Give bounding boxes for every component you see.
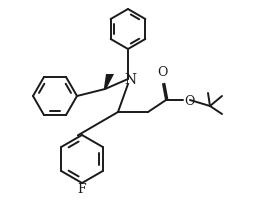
Text: N: N bbox=[123, 73, 136, 87]
Text: O: O bbox=[156, 66, 167, 79]
Polygon shape bbox=[103, 74, 114, 89]
Text: O: O bbox=[183, 95, 194, 108]
Text: F: F bbox=[77, 183, 86, 196]
